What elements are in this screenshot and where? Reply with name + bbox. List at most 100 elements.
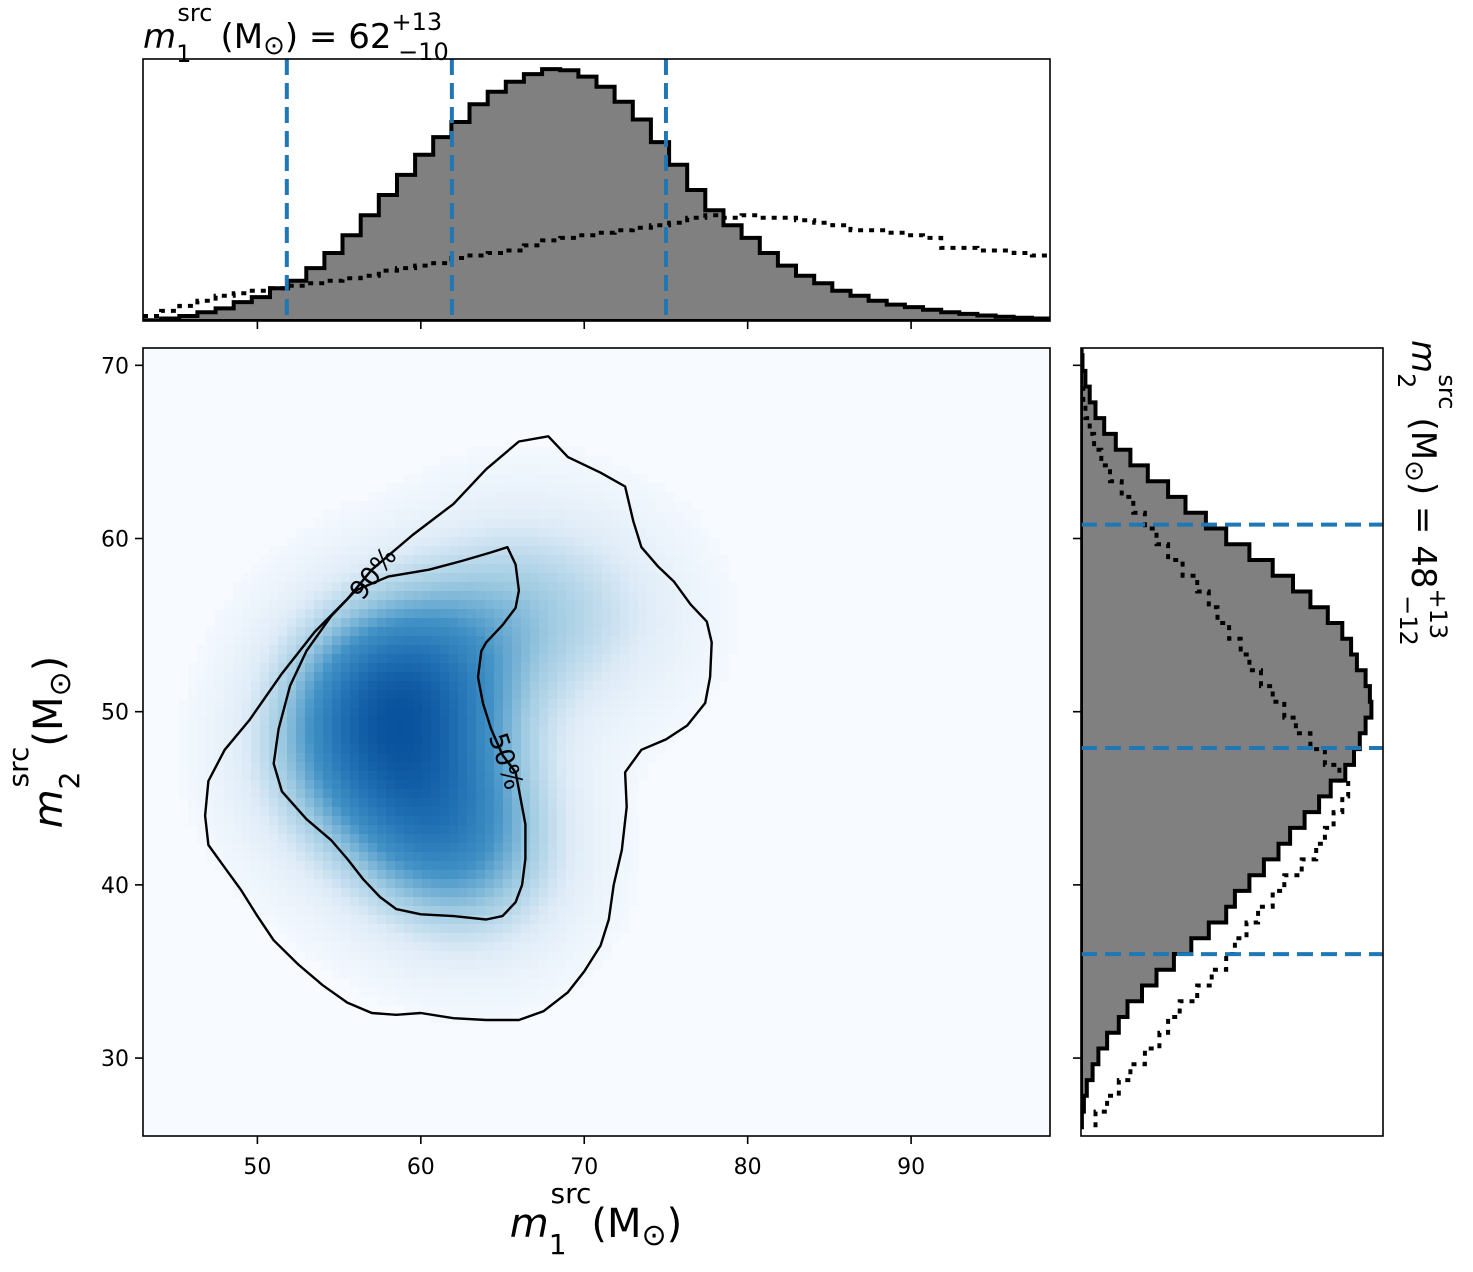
heatmap-cell: [521, 771, 531, 781]
heatmap-cell: [665, 528, 675, 538]
heatmap-cell: [485, 870, 495, 880]
heatmap-cell: [575, 618, 585, 628]
heatmap-cell: [233, 753, 243, 763]
heatmap-cell: [692, 636, 702, 646]
heatmap-cell: [602, 690, 612, 700]
heatmap-cell: [611, 672, 621, 682]
heatmap-cell: [404, 942, 414, 952]
heatmap-cell: [557, 483, 567, 493]
heatmap-cell: [242, 681, 252, 691]
heatmap-cell: [512, 618, 522, 628]
heatmap-cell: [620, 762, 630, 772]
heatmap-cell: [485, 483, 495, 493]
heatmap-cell: [656, 690, 666, 700]
heatmap-cell: [440, 591, 450, 601]
heatmap-cell: [629, 843, 639, 853]
heatmap-cell: [431, 690, 441, 700]
heatmap-cell: [494, 861, 504, 871]
heatmap-cell: [395, 510, 405, 520]
heatmap-cell: [458, 627, 468, 637]
heatmap-cell: [449, 798, 459, 808]
heatmap-cell: [521, 879, 531, 889]
heatmap-cell: [287, 645, 297, 655]
heatmap-cell: [368, 771, 378, 781]
heatmap-cell: [692, 555, 702, 565]
heatmap-cell: [386, 951, 396, 961]
heatmap-cell: [593, 906, 603, 916]
heatmap-cell: [539, 573, 549, 583]
heatmap-cell: [494, 735, 504, 745]
heatmap-cell: [629, 654, 639, 664]
heatmap-cell: [665, 537, 675, 547]
heatmap-cell: [440, 780, 450, 790]
heatmap-cell: [332, 825, 342, 835]
heatmap-cell: [404, 582, 414, 592]
heatmap-cell: [548, 618, 558, 628]
heatmap-cell: [638, 771, 648, 781]
heatmap-cell: [548, 528, 558, 538]
heatmap-cell: [233, 870, 243, 880]
heatmap-cell: [386, 528, 396, 538]
heatmap-cell: [359, 690, 369, 700]
heatmap-cell: [224, 798, 234, 808]
heatmap-cell: [557, 852, 567, 862]
heatmap-cell: [611, 645, 621, 655]
heatmap-cell: [575, 798, 585, 808]
heatmap-cell: [341, 528, 351, 538]
heatmap-cell: [260, 843, 270, 853]
heatmap-cell: [458, 690, 468, 700]
heatmap-cell: [521, 492, 531, 502]
heatmap-cell: [413, 843, 423, 853]
heatmap-cell: [485, 744, 495, 754]
heatmap-cell: [629, 636, 639, 646]
heatmap-cell: [278, 627, 288, 637]
heatmap-cell: [377, 879, 387, 889]
heatmap-cell: [638, 690, 648, 700]
heatmap-cell: [332, 600, 342, 610]
heatmap-cell: [629, 798, 639, 808]
heatmap-cell: [584, 528, 594, 538]
heatmap-cell: [440, 465, 450, 475]
heatmap-cell: [377, 528, 387, 538]
heatmap-cell: [395, 663, 405, 673]
heatmap-cell: [539, 744, 549, 754]
heatmap-cell: [557, 717, 567, 727]
heatmap-cell: [728, 636, 738, 646]
heatmap-cell: [440, 663, 450, 673]
heatmap-cell: [287, 789, 297, 799]
heatmap-cell: [566, 609, 576, 619]
heatmap-cell: [656, 573, 666, 583]
heatmap-cell: [377, 942, 387, 952]
heatmap-cell: [260, 726, 270, 736]
heatmap-cell: [530, 519, 540, 529]
heatmap-cell: [296, 762, 306, 772]
heatmap-cell: [494, 852, 504, 862]
heatmap-cell: [494, 789, 504, 799]
heatmap-cell: [512, 762, 522, 772]
heatmap-cell: [629, 870, 639, 880]
heatmap-cell: [602, 510, 612, 520]
heatmap-cell: [251, 816, 261, 826]
heatmap-cell: [278, 717, 288, 727]
heatmap-cell: [359, 780, 369, 790]
heatmap-cell: [233, 888, 243, 898]
heatmap-cell: [584, 825, 594, 835]
heatmap-cell: [593, 870, 603, 880]
heatmap-cell: [557, 897, 567, 907]
heatmap-cell: [215, 816, 225, 826]
heatmap-cell: [368, 555, 378, 565]
heatmap-cell: [476, 933, 486, 943]
heatmap-cell: [692, 672, 702, 682]
heatmap-cell: [512, 708, 522, 718]
heatmap-cell: [251, 609, 261, 619]
heatmap-cell: [602, 870, 612, 880]
heatmap-cell: [350, 717, 360, 727]
heatmap-cell: [404, 573, 414, 583]
heatmap-cell: [431, 492, 441, 502]
heatmap-cell: [530, 897, 540, 907]
heatmap-cell: [521, 465, 531, 475]
heatmap-cell: [350, 726, 360, 736]
heatmap-cell: [629, 825, 639, 835]
heatmap-cell: [539, 483, 549, 493]
